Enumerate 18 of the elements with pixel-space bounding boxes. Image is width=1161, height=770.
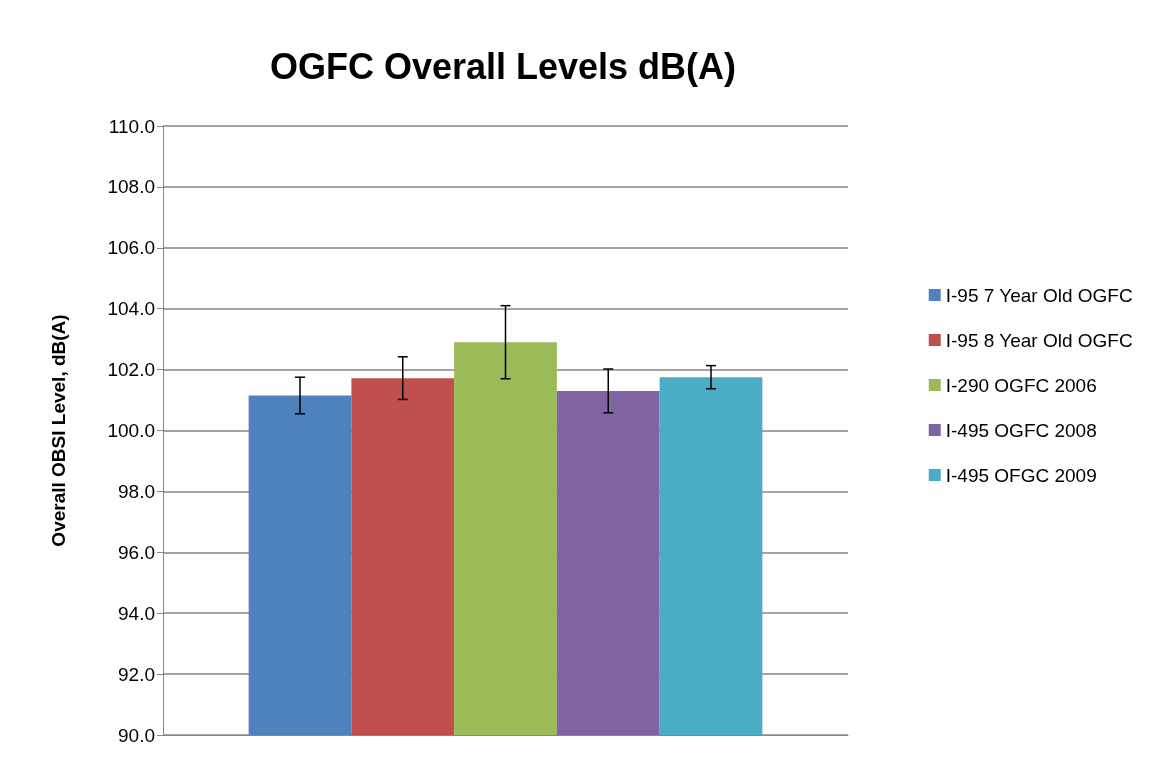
y-axis-title: Overall OBSI Level, dB(A) <box>48 314 69 547</box>
y-tick-label: 96.0 <box>118 541 155 563</box>
y-tick-label: 92.0 <box>118 663 155 685</box>
y-tick-label: 102.0 <box>107 359 155 381</box>
y-tick-label: 100.0 <box>107 420 155 441</box>
legend-label: I-495 OGFC 2008 <box>945 419 1097 441</box>
chart-title: OGFC Overall Levels dB(A) <box>269 45 737 87</box>
legend-label: I-95 8 Year Old OGFC <box>945 329 1133 351</box>
y-tick-label: 94.0 <box>118 602 155 624</box>
y-tick-label: 106.0 <box>107 237 155 259</box>
y-tick-label: 104.0 <box>107 298 155 320</box>
legend-label: I-290 OGFC 2006 <box>945 374 1097 396</box>
legend-label: I-95 7 Year Old OGFC <box>945 284 1133 306</box>
y-tick-label: 110.0 <box>108 115 155 137</box>
legend-label: I-495 OFGC 2009 <box>945 464 1097 486</box>
y-tick-label: 108.0 <box>107 176 155 198</box>
y-tick-label: 98.0 <box>118 480 155 502</box>
y-tick-label: 90.0 <box>118 724 155 746</box>
